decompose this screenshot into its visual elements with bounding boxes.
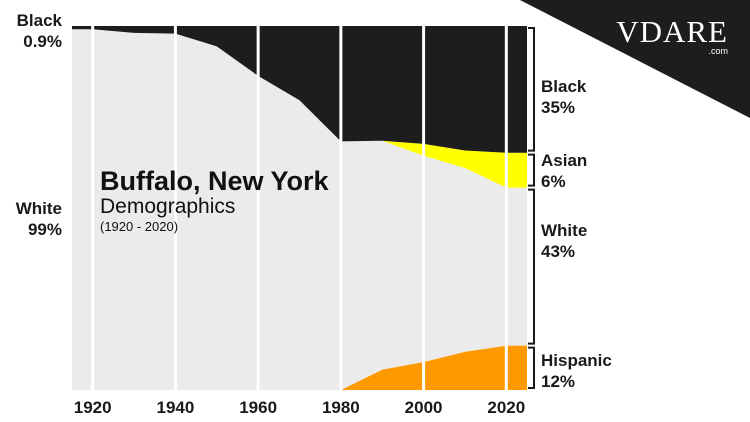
x-tick-label-2020: 2020 [487, 398, 525, 417]
x-tick-label-1980: 1980 [322, 398, 360, 417]
right-label-black-name: Black [541, 77, 587, 96]
chart-subtitle: Demographics [100, 195, 236, 218]
x-tick-label-1920: 1920 [74, 398, 112, 417]
right-label-asian-value: 6% [541, 172, 566, 191]
area-black [72, 26, 527, 153]
left-label-white-value: 99% [27, 220, 62, 239]
right-label-white: White 43% [541, 220, 587, 262]
left-label-white: White 99% [0, 198, 62, 240]
chart-period: (1920 - 2020) [100, 219, 179, 234]
x-tick-label-2000: 2000 [405, 398, 443, 417]
bracket-asian [528, 153, 535, 187]
right-label-hispanic-value: 12% [541, 372, 576, 391]
vdare-logo: VDARE [616, 14, 728, 49]
right-label-white-value: 43% [541, 242, 576, 261]
area-hispanic [72, 345, 527, 390]
right-label-hispanic: Hispanic 12% [541, 350, 612, 392]
chart-title-block: Buffalo, New York Demographics (1920 - 2… [100, 166, 329, 236]
x-tick-label-1960: 1960 [239, 398, 277, 417]
left-label-white-name: White [15, 199, 62, 218]
corner-banner [520, 0, 750, 118]
bracket-black [528, 27, 535, 152]
chart-title: Buffalo, New York [100, 166, 329, 196]
right-label-asian-name: Asian [541, 151, 588, 170]
bracket-hispanic [528, 346, 535, 389]
left-label-black-name: Black [16, 11, 62, 30]
left-label-black-value: 0.9% [23, 32, 62, 51]
vdare-logo-domain: .com [708, 46, 728, 56]
area-asian [72, 29, 527, 188]
left-label-black: Black 0.9% [0, 10, 62, 52]
right-label-hispanic-name: Hispanic [541, 351, 612, 370]
right-label-black-value: 35% [541, 98, 576, 117]
right-label-black: Black 35% [541, 76, 586, 118]
right-label-white-name: White [541, 221, 588, 240]
area-white [72, 29, 527, 391]
x-tick-label-1940: 1940 [156, 398, 194, 417]
right-label-asian: Asian 6% [541, 150, 587, 192]
bracket-white [528, 188, 535, 345]
